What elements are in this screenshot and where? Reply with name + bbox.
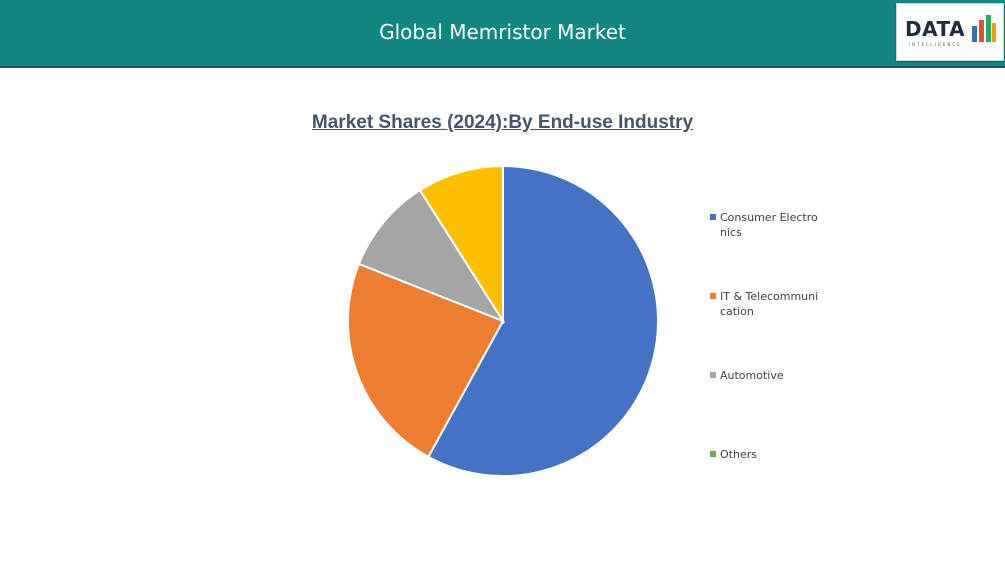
logo-text: DATA: [905, 17, 966, 41]
legend-label: IT & Telecommunication: [720, 290, 819, 318]
legend-swatch: [710, 214, 716, 220]
pie-slice-1: [347, 262, 505, 459]
logo-subtext: INTELLIGENCE: [909, 42, 962, 47]
pie-chart: [347, 164, 659, 477]
company-logo: DATA INTELLIGENCE: [896, 3, 1004, 61]
pie-slice-0: [426, 164, 659, 477]
header-bar: Global Memristor Market DATA INTELLIGENC…: [0, 0, 1005, 68]
page-title: Global Memristor Market: [379, 20, 626, 44]
legend-swatch: [710, 451, 716, 457]
logo-bars-icon: [972, 15, 996, 42]
legend-label: Consumer Electronics: [720, 211, 818, 239]
legend-swatch: [710, 372, 716, 378]
legend-label: Automotive: [720, 369, 784, 382]
chart-title: Market Shares (2024):By End-use Industry: [311, 112, 694, 133]
legend-swatch: [710, 293, 716, 299]
pie-slice-2: [357, 188, 506, 324]
pie-slice-3: [418, 164, 504, 325]
legend-label: Others: [720, 448, 757, 461]
